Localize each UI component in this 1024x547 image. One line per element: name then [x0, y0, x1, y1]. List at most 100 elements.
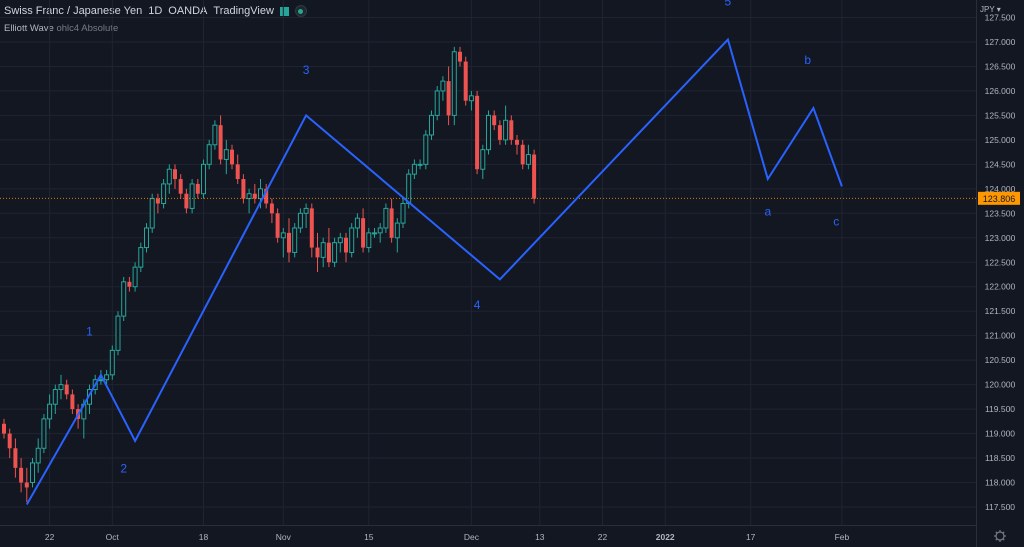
- candle-up[interactable]: [258, 188, 263, 200]
- candle-up[interactable]: [30, 462, 35, 484]
- candle-up[interactable]: [372, 232, 377, 235]
- candle-up[interactable]: [349, 227, 355, 253]
- candle-down[interactable]: [458, 51, 462, 62]
- candle-down[interactable]: [309, 208, 314, 248]
- candle-down[interactable]: [13, 448, 18, 468]
- candle-up[interactable]: [58, 384, 64, 391]
- candle-up[interactable]: [423, 134, 429, 165]
- candle-up[interactable]: [480, 149, 486, 170]
- candle-down[interactable]: [241, 179, 246, 199]
- candle-up[interactable]: [400, 203, 406, 224]
- candle-up[interactable]: [109, 349, 115, 376]
- candle-down[interactable]: [361, 218, 366, 248]
- candle-down[interactable]: [492, 115, 497, 126]
- candle-down[interactable]: [520, 144, 525, 165]
- candle-down[interactable]: [532, 154, 537, 199]
- time-tick-label: 17: [746, 532, 756, 542]
- candle-up[interactable]: [383, 207, 389, 229]
- candle-up[interactable]: [201, 163, 206, 195]
- candle-down[interactable]: [184, 193, 189, 209]
- candle-down[interactable]: [326, 242, 331, 263]
- candle-up[interactable]: [223, 149, 229, 160]
- time-tick-label: Nov: [276, 532, 292, 542]
- candle-up[interactable]: [320, 242, 326, 258]
- candle-up[interactable]: [332, 242, 338, 263]
- market-status-icon[interactable]: [294, 5, 307, 17]
- candle-up[interactable]: [377, 227, 383, 234]
- candle-down[interactable]: [264, 188, 269, 204]
- candle-up[interactable]: [52, 389, 58, 405]
- candle-down[interactable]: [218, 125, 223, 160]
- candle-down[interactable]: [287, 232, 291, 253]
- candle-down[interactable]: [515, 139, 519, 145]
- candle-up[interactable]: [212, 124, 218, 146]
- candle-up[interactable]: [292, 227, 298, 253]
- candle-up[interactable]: [297, 212, 303, 229]
- candle-down[interactable]: [275, 213, 280, 238]
- candle-down[interactable]: [127, 281, 132, 287]
- candle-up[interactable]: [138, 247, 144, 268]
- candle-down[interactable]: [497, 125, 502, 140]
- candle-up[interactable]: [149, 198, 155, 229]
- candle-up[interactable]: [486, 114, 491, 151]
- candle-up[interactable]: [189, 183, 195, 209]
- candle-up[interactable]: [354, 217, 360, 229]
- candle-down[interactable]: [446, 81, 451, 116]
- candle-up[interactable]: [394, 222, 400, 239]
- candle-up[interactable]: [47, 403, 53, 420]
- candle-down[interactable]: [269, 203, 274, 214]
- candle-up[interactable]: [35, 447, 41, 464]
- candle-down[interactable]: [475, 95, 480, 170]
- candle-up[interactable]: [144, 227, 149, 249]
- candle-up[interactable]: [429, 114, 434, 136]
- indicator-legend[interactable]: Elliott Wave ohlc4 Absolute: [4, 23, 118, 34]
- candle-up[interactable]: [161, 183, 167, 205]
- candle-down[interactable]: [173, 169, 177, 180]
- candle-up[interactable]: [121, 281, 127, 317]
- candle-up[interactable]: [132, 266, 138, 288]
- elliott-wave-line[interactable]: [25, 37, 843, 506]
- candle-down[interactable]: [24, 482, 29, 488]
- candle-down[interactable]: [7, 433, 12, 449]
- flag-icon[interactable]: [279, 6, 289, 16]
- candle-up[interactable]: [166, 168, 172, 185]
- candle-down[interactable]: [19, 467, 24, 483]
- candle-down[interactable]: [64, 384, 69, 395]
- candle-up[interactable]: [406, 173, 412, 205]
- candle-down[interactable]: [155, 198, 160, 204]
- candle-up[interactable]: [41, 418, 47, 449]
- candle-up[interactable]: [115, 315, 121, 351]
- candle-up[interactable]: [440, 80, 446, 92]
- candle-up[interactable]: [104, 374, 110, 381]
- candle-down[interactable]: [344, 237, 348, 253]
- candle-up[interactable]: [337, 237, 343, 244]
- candle-up[interactable]: [98, 379, 104, 382]
- candle-down[interactable]: [389, 208, 394, 238]
- candle-up[interactable]: [280, 232, 286, 239]
- candle-down[interactable]: [230, 149, 234, 165]
- candle-down[interactable]: [195, 183, 200, 194]
- symbol-name[interactable]: Swiss Franc / Japanese Yen: [4, 5, 143, 17]
- candle-up[interactable]: [434, 90, 440, 116]
- candle-up[interactable]: [525, 154, 531, 165]
- candle-down[interactable]: [235, 164, 240, 180]
- settings-gear-icon[interactable]: [995, 531, 1005, 541]
- candle-down[interactable]: [70, 394, 75, 410]
- candle-up[interactable]: [366, 232, 372, 249]
- candle-down[interactable]: [2, 423, 6, 434]
- currency-selector[interactable]: JPY ▾: [980, 5, 1001, 14]
- candle-up[interactable]: [411, 163, 417, 175]
- interval-label[interactable]: 1D: [148, 5, 163, 17]
- candle-up[interactable]: [468, 95, 474, 102]
- candle-up[interactable]: [503, 119, 509, 141]
- candle-up[interactable]: [303, 207, 309, 214]
- candle-down[interactable]: [463, 61, 468, 101]
- candle-down[interactable]: [315, 247, 320, 258]
- candle-up[interactable]: [417, 163, 423, 166]
- candle-down[interactable]: [178, 179, 183, 194]
- candle-up[interactable]: [451, 51, 457, 116]
- candle-down[interactable]: [509, 120, 514, 140]
- candle-down[interactable]: [252, 193, 257, 199]
- candle-up[interactable]: [206, 144, 212, 165]
